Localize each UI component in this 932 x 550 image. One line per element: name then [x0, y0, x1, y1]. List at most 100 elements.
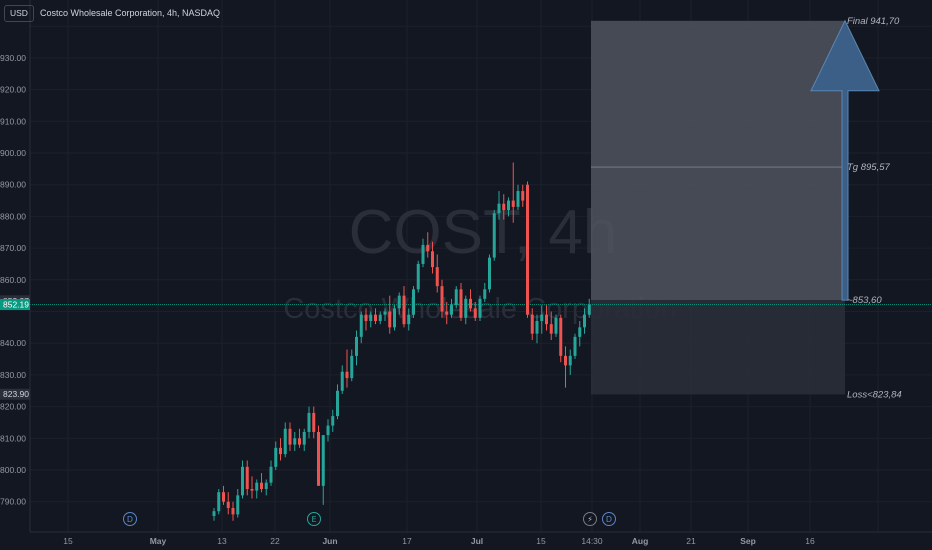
candle-body	[231, 508, 235, 515]
candle[interactable]	[241, 460, 244, 499]
candle[interactable]	[397, 292, 401, 315]
candle[interactable]	[431, 241, 434, 274]
candle[interactable]	[564, 346, 567, 388]
candle[interactable]	[478, 295, 482, 322]
candle[interactable]	[226, 492, 230, 515]
time-label: 15	[536, 536, 546, 546]
candle[interactable]	[364, 308, 368, 331]
candle[interactable]	[236, 489, 240, 518]
candle[interactable]	[279, 438, 282, 461]
loss-zone[interactable]	[591, 300, 845, 395]
candle-body	[359, 314, 363, 337]
time-axis[interactable]: 15 May 13 22 Jun 17 Jul 15 14:30 Aug 21 Sep 16	[0, 531, 932, 550]
candle[interactable]	[526, 181, 529, 318]
candle[interactable]	[464, 295, 468, 325]
candle[interactable]	[369, 311, 373, 328]
candle[interactable]	[260, 473, 263, 493]
dividend-icon[interactable]: D	[602, 512, 616, 526]
candle[interactable]	[231, 501, 235, 521]
candle[interactable]	[317, 425, 320, 486]
candle[interactable]	[507, 197, 510, 217]
candle[interactable]	[345, 349, 349, 388]
candle[interactable]	[336, 384, 339, 420]
candle[interactable]	[340, 365, 344, 394]
candle[interactable]	[355, 330, 358, 366]
candle[interactable]	[521, 184, 525, 207]
candle[interactable]	[412, 286, 415, 318]
candle[interactable]	[473, 301, 477, 322]
candle[interactable]	[502, 194, 506, 220]
candle[interactable]	[554, 314, 558, 337]
candle[interactable]	[250, 476, 254, 499]
candle[interactable]	[359, 311, 363, 344]
candle[interactable]	[416, 260, 420, 293]
candle[interactable]	[378, 311, 382, 325]
candle[interactable]	[255, 479, 259, 499]
candle[interactable]	[293, 431, 297, 451]
candle[interactable]	[545, 305, 548, 331]
candle[interactable]	[212, 508, 216, 521]
candle[interactable]	[535, 314, 539, 344]
candle[interactable]	[383, 308, 387, 322]
target-arrow[interactable]	[810, 19, 880, 301]
candle[interactable]	[307, 406, 311, 439]
candle[interactable]	[407, 308, 411, 331]
candle[interactable]	[388, 295, 392, 334]
candle[interactable]	[435, 254, 439, 293]
candle[interactable]	[578, 321, 582, 347]
candle[interactable]	[350, 349, 354, 382]
candle[interactable]	[269, 460, 273, 486]
candle[interactable]	[302, 428, 306, 451]
dividend-icon[interactable]: D	[123, 512, 137, 526]
candle[interactable]	[492, 210, 496, 261]
candle[interactable]	[393, 305, 396, 331]
candle[interactable]	[312, 406, 316, 439]
currency-button[interactable]: USD	[4, 4, 34, 22]
candle[interactable]	[469, 289, 472, 312]
candle[interactable]	[488, 254, 491, 293]
candle[interactable]	[321, 435, 325, 505]
candle[interactable]	[530, 308, 534, 341]
candle[interactable]	[549, 311, 553, 341]
earnings-icon[interactable]: E	[307, 512, 321, 526]
split-icon[interactable]: ⚡	[583, 512, 597, 526]
candle[interactable]	[511, 162, 515, 223]
candle[interactable]	[217, 489, 221, 515]
candle[interactable]	[222, 485, 225, 505]
candle[interactable]	[459, 282, 463, 322]
candlestick-series[interactable]	[212, 162, 591, 521]
candle[interactable]	[288, 422, 292, 451]
candle[interactable]	[274, 441, 278, 470]
candle[interactable]	[426, 232, 430, 258]
price-tick: 840.00	[0, 338, 26, 348]
candle[interactable]	[587, 298, 591, 318]
candle[interactable]	[573, 333, 577, 360]
candle-body	[573, 336, 577, 356]
candle-body	[407, 314, 411, 325]
candle[interactable]	[559, 314, 563, 363]
candle[interactable]	[445, 301, 449, 325]
candle[interactable]	[264, 479, 268, 496]
candle-body	[326, 425, 330, 436]
candle[interactable]	[326, 419, 330, 442]
candle[interactable]	[298, 428, 301, 448]
time-label: 16	[805, 536, 815, 546]
candle[interactable]	[540, 305, 544, 334]
candle[interactable]	[331, 409, 335, 432]
candle[interactable]	[583, 308, 586, 334]
candle[interactable]	[402, 286, 406, 328]
candle[interactable]	[454, 286, 458, 309]
candle[interactable]	[516, 184, 520, 211]
candle[interactable]	[245, 460, 249, 496]
candle[interactable]	[283, 422, 287, 458]
candle[interactable]	[450, 298, 453, 318]
candle[interactable]	[483, 282, 487, 302]
candle[interactable]	[374, 308, 377, 325]
candle[interactable]	[440, 279, 444, 318]
candle[interactable]	[421, 238, 425, 268]
candle[interactable]	[568, 349, 572, 375]
candle[interactable]	[497, 191, 501, 220]
price-axis[interactable]: 930.00 920.00 910.00 900.00 890.00 880.00 870.…	[0, 0, 31, 550]
profit-zone[interactable]	[591, 20, 845, 301]
